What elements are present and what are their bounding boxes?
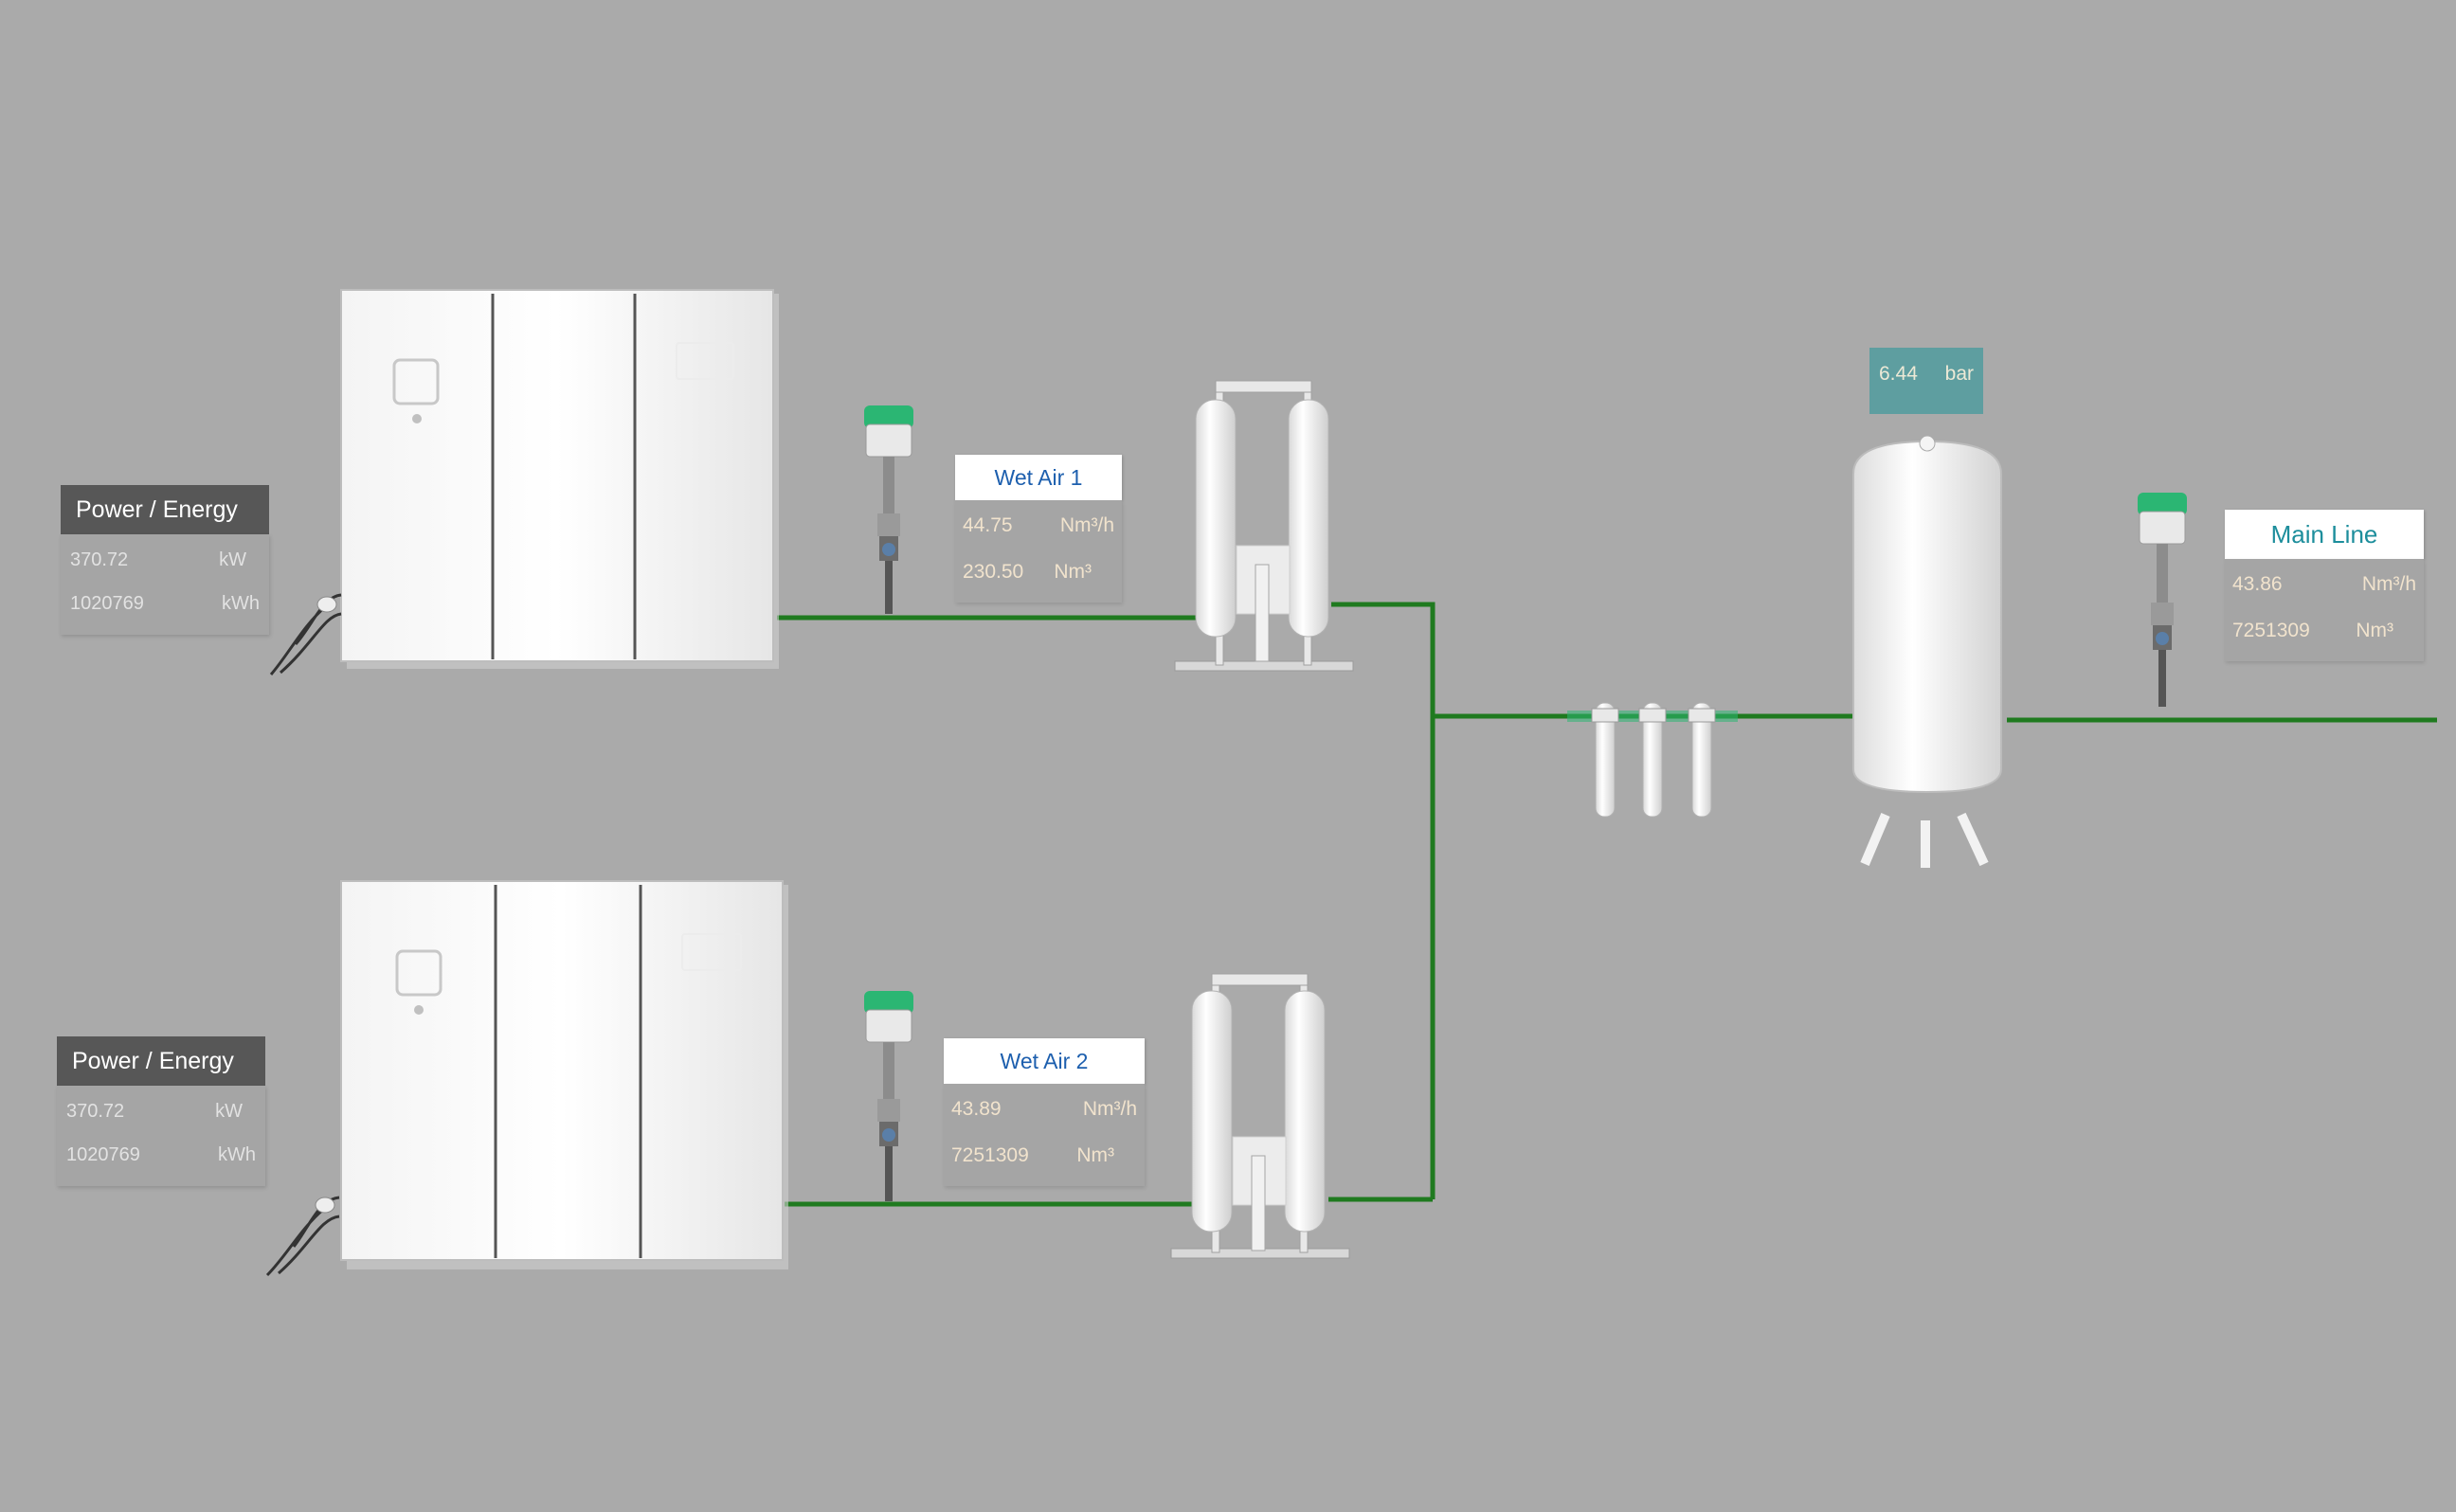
consumption-unit: Nm³ — [1054, 561, 1092, 583]
flow-panel-body: 43.89 Nm³/h 7251309 Nm³ — [944, 1084, 1145, 1186]
consumption-row: 7251309 Nm³ — [2232, 607, 2416, 654]
flow-rate-unit: Nm³/h — [1082, 1098, 1137, 1120]
consumption-value: 7251309 — [951, 1144, 1029, 1166]
energy-value: 1020769 — [70, 593, 144, 614]
flow-sensor-1[interactable] — [864, 405, 913, 614]
consumption-row: 230.50 Nm³ — [963, 549, 1114, 595]
flow-panel-body: 44.75 Nm³/h 230.50 Nm³ — [955, 500, 1122, 603]
flow-rate-value: 44.75 — [963, 514, 1013, 536]
filter-assembly[interactable] — [1567, 702, 1738, 818]
flow-sensor-main[interactable] — [2138, 493, 2187, 707]
panel-body: 370.72 kW 1020769 kWh — [61, 534, 269, 635]
power-unit: kW — [215, 1101, 243, 1122]
power-energy-panel-2: Power / Energy 370.72 kW 1020769 kWh — [57, 1036, 265, 1186]
energy-row: 1020769 kWh — [66, 1133, 256, 1177]
pressure-unit: bar — [1944, 363, 1974, 385]
power-row: 370.72 kW — [66, 1089, 256, 1133]
consumption-unit: Nm³ — [1076, 1144, 1114, 1166]
power-value: 370.72 — [70, 549, 129, 570]
flow-rate-row: 43.86 Nm³/h — [2232, 561, 2416, 607]
flow-rate-value: 43.89 — [951, 1098, 1002, 1120]
consumption-row: 7251309 Nm³ — [951, 1132, 1137, 1179]
flow-rate-value: 43.86 — [2232, 573, 2283, 595]
pressure-value: 6.44 — [1879, 363, 1918, 385]
panel-title: Power / Energy — [57, 1036, 265, 1086]
power-row: 370.72 kW — [70, 538, 260, 582]
panel-body: 370.72 kW 1020769 kWh — [57, 1086, 265, 1186]
flow-sensor-2[interactable] — [864, 991, 913, 1201]
consumption-value: 7251309 — [2232, 620, 2310, 641]
flow-panel-title: Main Line — [2225, 510, 2424, 559]
pipe-dryer1-to-header — [1331, 602, 1436, 1199]
flow-panel-title: Wet Air 1 — [955, 455, 1122, 500]
panel-title: Power / Energy — [61, 485, 269, 534]
power-value: 370.72 — [66, 1101, 125, 1122]
flow-panel-body: 43.86 Nm³/h 7251309 Nm³ — [2225, 559, 2424, 661]
energy-unit: kWh — [222, 593, 260, 614]
flow-panel-wet-air-2: Wet Air 2 43.89 Nm³/h 7251309 Nm³ — [944, 1038, 1145, 1186]
flow-panel-main-line: Main Line 43.86 Nm³/h 7251309 Nm³ — [2225, 510, 2424, 661]
tank-pressure-badge: 6.44 bar — [1869, 348, 1983, 414]
power-unit: kW — [219, 549, 246, 570]
consumption-value: 230.50 — [963, 561, 1024, 583]
energy-unit: kWh — [218, 1144, 256, 1165]
dryer-1[interactable] — [1174, 380, 1354, 672]
energy-value: 1020769 — [66, 1144, 140, 1165]
dryer-2[interactable] — [1170, 973, 1350, 1259]
flow-panel-title: Wet Air 2 — [944, 1038, 1145, 1084]
consumption-unit: Nm³ — [2356, 620, 2393, 641]
air-receiver-tank[interactable] — [1852, 435, 2002, 868]
flow-rate-unit: Nm³/h — [1059, 514, 1114, 536]
energy-row: 1020769 kWh — [70, 582, 260, 625]
power-energy-panel-1: Power / Energy 370.72 kW 1020769 kWh — [61, 485, 269, 635]
compressor-2[interactable] — [265, 880, 788, 1277]
compressor-1[interactable] — [269, 289, 779, 675]
flow-rate-row: 43.89 Nm³/h — [951, 1086, 1137, 1132]
flow-rate-row: 44.75 Nm³/h — [963, 502, 1114, 549]
flow-panel-wet-air-1: Wet Air 1 44.75 Nm³/h 230.50 Nm³ — [955, 455, 1122, 603]
flow-rate-unit: Nm³/h — [2361, 573, 2416, 595]
